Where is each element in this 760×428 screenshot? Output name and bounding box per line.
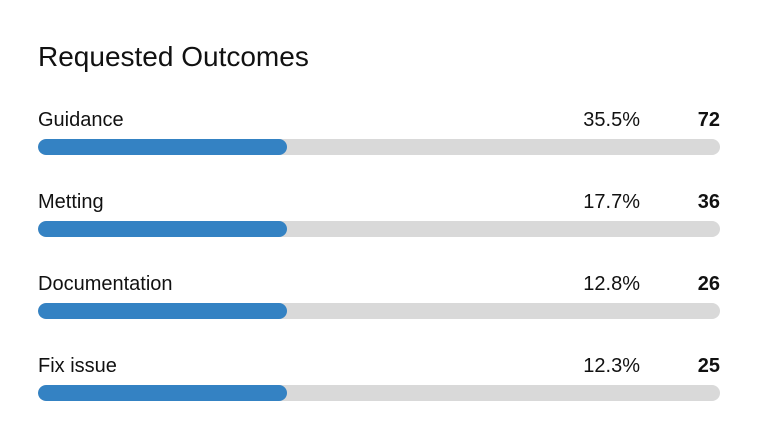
outcome-row-head: Fix issue 12.3% 25	[38, 354, 720, 378]
page-title: Requested Outcomes	[38, 41, 309, 72]
outcome-label: Guidance	[38, 109, 124, 131]
progress-fill	[38, 221, 287, 237]
progress-fill	[38, 385, 287, 401]
outcome-count: 36	[697, 191, 720, 213]
outcome-row-fix-issue: Fix issue 12.3% 25	[38, 354, 720, 401]
progress-track	[38, 139, 720, 155]
outcome-label: Fix issue	[38, 355, 117, 377]
progress-track	[38, 221, 720, 237]
outcome-count: 25	[697, 355, 720, 377]
outcome-count: 72	[697, 109, 720, 131]
progress-track	[38, 303, 720, 319]
outcome-row-head: Documentation 12.8% 26	[38, 272, 720, 296]
progress-track	[38, 385, 720, 401]
outcome-label: Metting	[38, 191, 104, 213]
outcome-count: 26	[697, 273, 720, 295]
outcome-percent: 35.5%	[583, 109, 640, 131]
outcome-label: Documentation	[38, 273, 173, 295]
outcome-row-head: Metting 17.7% 36	[38, 190, 720, 214]
outcome-row-head: Guidance 35.5% 72	[38, 108, 720, 132]
progress-fill	[38, 303, 287, 319]
outcome-row-metting: Metting 17.7% 36	[38, 190, 720, 237]
outcome-percent: 17.7%	[583, 191, 640, 213]
outcome-percent: 12.3%	[583, 355, 640, 377]
outcome-row-guidance: Guidance 35.5% 72	[38, 108, 720, 155]
outcome-row-documentation: Documentation 12.8% 26	[38, 272, 720, 319]
progress-fill	[38, 139, 287, 155]
outcome-percent: 12.8%	[583, 273, 640, 295]
requested-outcomes-widget: Requested Outcomes Guidance 35.5% 72 Met…	[38, 41, 720, 401]
